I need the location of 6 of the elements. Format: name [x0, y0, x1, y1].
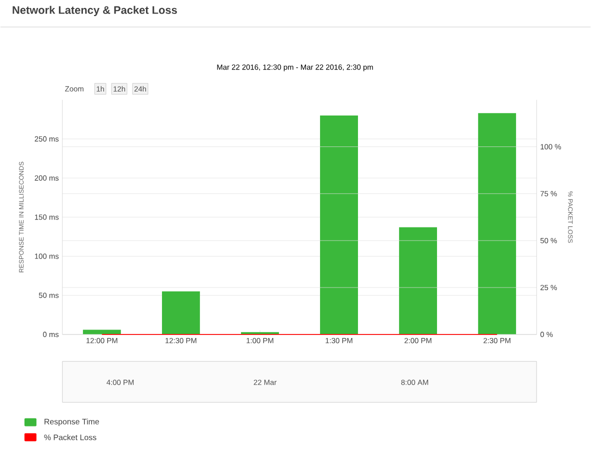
bar [82, 330, 121, 334]
chart-title: Network Latency & Packet Loss [12, 6, 177, 16]
bar [399, 227, 438, 334]
bar [162, 291, 200, 334]
bar [320, 115, 358, 334]
bar [478, 113, 516, 334]
